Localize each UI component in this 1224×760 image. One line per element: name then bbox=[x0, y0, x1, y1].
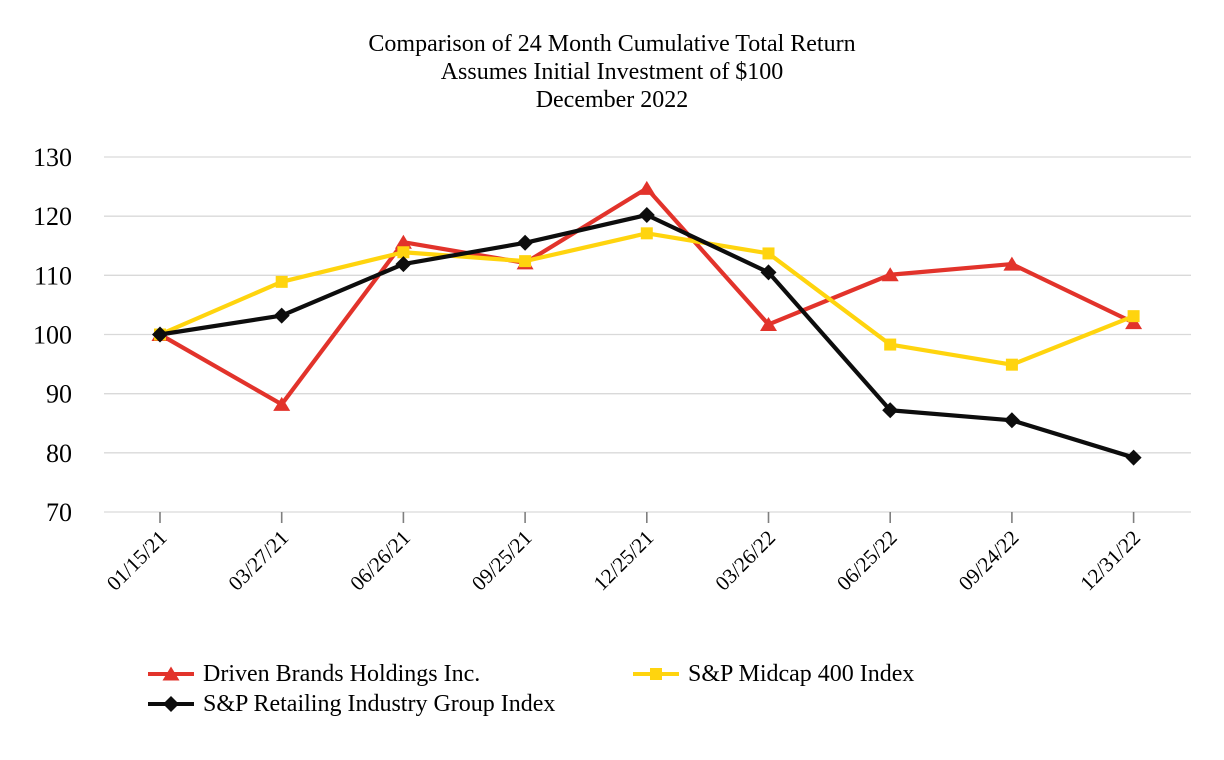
chart-title-line-1: Comparison of 24 Month Cumulative Total … bbox=[368, 31, 856, 57]
series-marker-s-p-midcap-400-index bbox=[397, 246, 410, 259]
series-marker-s-p-retailing-industry-group-index bbox=[395, 256, 412, 273]
series-marker-s-p-midcap-400-index bbox=[762, 247, 775, 260]
chart-title-line-3: December 2022 bbox=[535, 87, 689, 113]
y-axis-tick-label: 70 bbox=[46, 498, 72, 527]
legend-item-sp-midcap-400: S&P Midcap 400 Index bbox=[633, 660, 914, 688]
x-axis-tick-label: 09/25/21 bbox=[467, 526, 537, 596]
series-marker-s-p-midcap-400-index bbox=[1005, 358, 1018, 371]
series-marker-s-p-retailing-industry-group-index bbox=[638, 206, 655, 223]
x-axis-tick-label: 12/25/21 bbox=[589, 526, 659, 596]
series-marker-s-p-retailing-industry-group-index bbox=[273, 307, 290, 324]
legend-square-marker-icon bbox=[633, 668, 679, 680]
series-marker-s-p-retailing-industry-group-index bbox=[1003, 412, 1020, 429]
y-axis-tick-label: 80 bbox=[46, 439, 72, 468]
legend-item-driven-brands: Driven Brands Holdings Inc. bbox=[148, 660, 480, 688]
x-axis-tick-label: 01/15/21 bbox=[102, 526, 172, 596]
series-line-s-p-retailing-industry-group-index bbox=[159, 212, 1135, 460]
chart-title: Comparison of 24 Month Cumulative Total … bbox=[0, 30, 1224, 114]
series-marker-s-p-midcap-400-index bbox=[1127, 310, 1140, 323]
legend-triangle-marker-icon bbox=[148, 666, 194, 681]
legend-label-driven-brands: Driven Brands Holdings Inc. bbox=[203, 661, 481, 687]
series-marker-driven-brands-holdings-inc bbox=[394, 234, 412, 249]
y-axis-tick-label: 130 bbox=[33, 143, 72, 172]
series-marker-driven-brands-holdings-inc bbox=[1125, 315, 1143, 330]
y-axis-tick-label: 90 bbox=[46, 380, 72, 409]
x-axis-tick-label: 06/25/22 bbox=[832, 526, 902, 596]
series-marker-driven-brands-holdings-inc bbox=[760, 316, 777, 331]
series-marker-driven-brands-holdings-inc bbox=[1003, 256, 1021, 271]
legend-item-sp-retailing: S&P Retailing Industry Group Index bbox=[148, 690, 555, 718]
series-marker-s-p-midcap-400-index bbox=[640, 227, 653, 240]
x-axis-tick-label: 09/24/22 bbox=[954, 526, 1024, 596]
series-marker-s-p-midcap-400-index bbox=[519, 255, 532, 268]
y-axis-tick-label: 110 bbox=[34, 261, 72, 290]
series-line-s-p-midcap-400-index bbox=[159, 231, 1135, 367]
series-marker-s-p-midcap-400-index bbox=[275, 275, 288, 288]
legend-label-sp-retailing: S&P Retailing Industry Group Index bbox=[203, 691, 556, 717]
series-marker-driven-brands-holdings-inc bbox=[881, 267, 899, 282]
y-axis-tick-label: 120 bbox=[33, 202, 72, 231]
series-marker-driven-brands-holdings-inc bbox=[638, 180, 656, 195]
series-marker-s-p-midcap-400-index bbox=[884, 338, 897, 351]
x-axis-tick-label: 03/26/22 bbox=[710, 526, 780, 596]
series-marker-driven-brands-holdings-inc bbox=[273, 396, 291, 411]
series-marker-s-p-retailing-industry-group-index bbox=[517, 234, 534, 251]
x-axis-tick-label: 06/26/21 bbox=[345, 526, 415, 596]
x-axis-tick-label: 12/31/22 bbox=[1075, 526, 1145, 596]
legend-diamond-marker-icon bbox=[148, 696, 194, 712]
y-axis-tick-label: 100 bbox=[33, 321, 72, 350]
legend-label-sp-midcap-400: S&P Midcap 400 Index bbox=[688, 661, 915, 687]
series-marker-s-p-retailing-industry-group-index bbox=[1125, 449, 1142, 466]
series-marker-s-p-retailing-industry-group-index bbox=[760, 264, 777, 281]
x-axis-tick-label: 03/27/21 bbox=[223, 526, 293, 596]
series-marker-s-p-retailing-industry-group-index bbox=[882, 402, 899, 419]
series-marker-s-p-retailing-industry-group-index bbox=[152, 326, 168, 343]
chart-title-line-2: Assumes Initial Investment of $100 bbox=[440, 59, 784, 85]
